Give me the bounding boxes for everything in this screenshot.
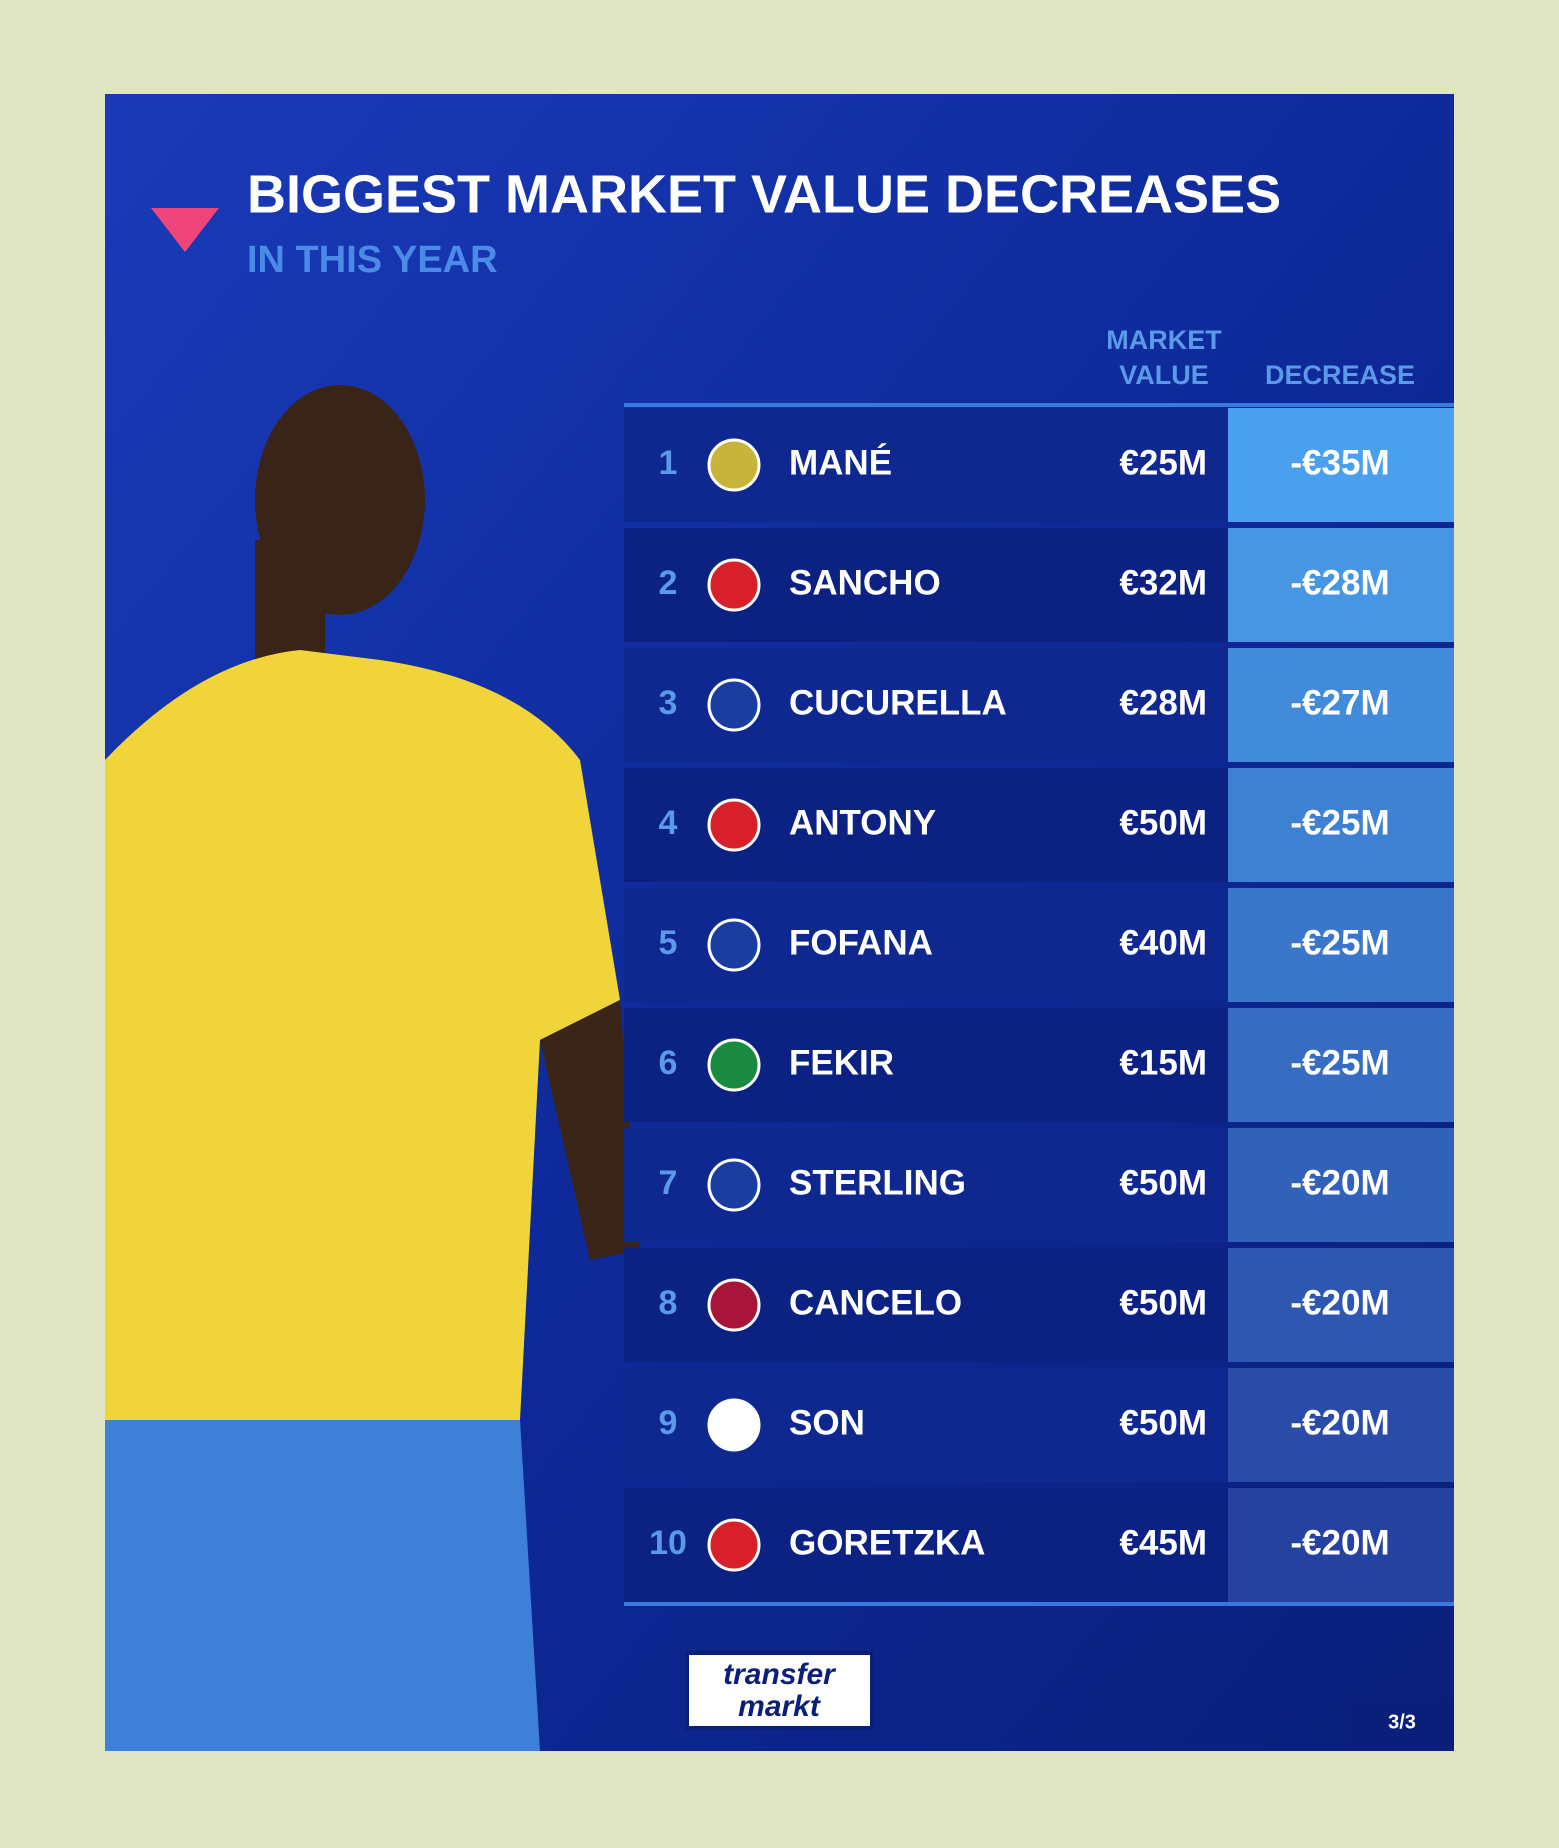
club-badge — [707, 1398, 761, 1452]
market-value: €15M — [1119, 1043, 1207, 1082]
column-header: DECREASE — [1265, 360, 1415, 390]
rank: 5 — [659, 924, 678, 962]
table-bottom-line — [624, 1602, 1454, 1606]
rank: 6 — [659, 1044, 678, 1082]
logo-box — [685, 1651, 874, 1730]
decrease-value: -€25M — [1290, 803, 1389, 842]
rank: 9 — [659, 1404, 678, 1442]
club-badge — [707, 438, 761, 492]
market-value: €50M — [1119, 1163, 1207, 1202]
player-name: ANTONY — [789, 803, 936, 842]
logo-text: transfer — [723, 1658, 837, 1691]
decrease-cell — [1228, 888, 1454, 1002]
club-badge — [707, 678, 761, 732]
club-badge — [707, 1158, 761, 1212]
player-name: FEKIR — [789, 1043, 894, 1082]
market-value: €50M — [1119, 803, 1207, 842]
player-name: CANCELO — [789, 1283, 962, 1322]
decrease-value: -€20M — [1290, 1523, 1389, 1562]
decrease-cell — [1228, 768, 1454, 882]
rank: 1 — [659, 444, 678, 482]
rank: 10 — [649, 1524, 687, 1562]
table-top-line — [624, 403, 1454, 407]
decrease-cell — [1228, 1128, 1454, 1242]
club-badge — [707, 1278, 761, 1332]
player-photo — [105, 385, 640, 1751]
decrease-cell — [1228, 1248, 1454, 1362]
player-name: GORETZKA — [789, 1523, 985, 1562]
player-name: CUCURELLA — [789, 683, 1007, 722]
decrease-value: -€25M — [1290, 1043, 1389, 1082]
rank: 3 — [659, 684, 678, 722]
player-name: SON — [789, 1403, 865, 1442]
decrease-cell — [1228, 408, 1454, 522]
player-name: STERLING — [789, 1163, 966, 1202]
decrease-value: -€20M — [1290, 1403, 1389, 1442]
rank: 2 — [659, 564, 678, 602]
decrease-value: -€20M — [1290, 1283, 1389, 1322]
decrease-value: -€25M — [1290, 923, 1389, 962]
down-triangle — [151, 208, 219, 252]
rank: 7 — [659, 1164, 678, 1202]
decrease-value: -€28M — [1290, 563, 1389, 602]
decrease-value: -€35M — [1290, 443, 1389, 482]
market-value: €50M — [1119, 1283, 1207, 1322]
player-name: SANCHO — [789, 563, 941, 602]
decrease-cell — [1228, 528, 1454, 642]
club-badge — [707, 1518, 761, 1572]
market-value: €50M — [1119, 1403, 1207, 1442]
club-badge — [707, 1038, 761, 1092]
logo-text: markt — [738, 1690, 822, 1723]
club-badge — [707, 798, 761, 852]
table: MARKET VALUE DECREASE 1 MANÉ €25M -€35M 2 SANCHO… — [624, 325, 1454, 1606]
title: BIGGEST MARKET VALUE DECREASES — [247, 164, 1281, 224]
market-value: €25M — [1119, 443, 1207, 482]
decrease-cell — [1228, 1488, 1454, 1602]
subtitle: IN THIS YEAR — [247, 239, 498, 281]
column-header: MARKET VALUE — [1106, 325, 1222, 390]
club-badge — [707, 558, 761, 612]
market-value: €28M — [1119, 683, 1207, 722]
rank: 4 — [659, 804, 678, 842]
decrease-cell — [1228, 1008, 1454, 1122]
player-name: FOFANA — [789, 923, 933, 962]
player-name: MANÉ — [789, 442, 892, 482]
decrease-cell — [1228, 1368, 1454, 1482]
page-badge — [1352, 1698, 1454, 1746]
decrease-value: -€20M — [1290, 1163, 1389, 1202]
page-number: 3/3 — [1388, 1711, 1416, 1733]
market-value: €40M — [1119, 923, 1207, 962]
rank: 8 — [659, 1284, 678, 1322]
market-value: €32M — [1119, 563, 1207, 602]
club-badge — [707, 918, 761, 972]
decrease-value: -€27M — [1290, 683, 1389, 722]
market-value: €45M — [1119, 1523, 1207, 1562]
decrease-cell — [1228, 648, 1454, 762]
